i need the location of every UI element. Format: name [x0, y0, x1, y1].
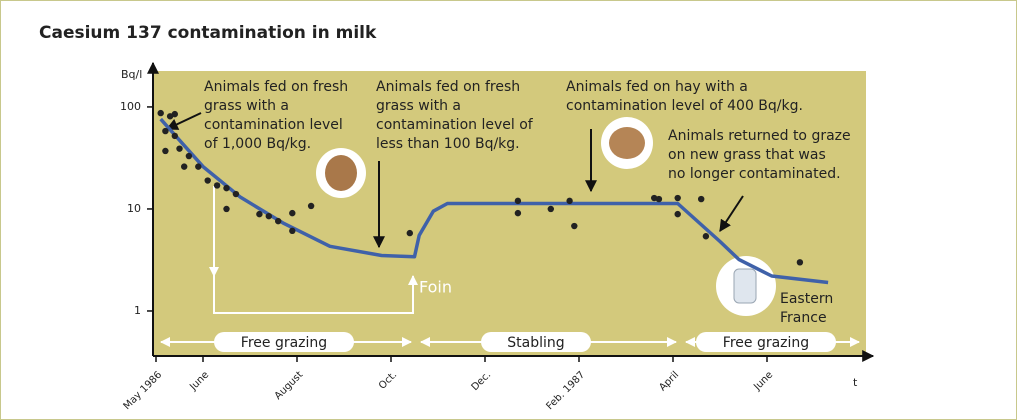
annotation: on new grass that was [668, 147, 826, 163]
data-point [308, 203, 314, 209]
annotation: less than 100 Bq/kg. [376, 136, 520, 152]
x-axis-label: t [853, 376, 858, 389]
annotation: France [780, 310, 827, 326]
annotation: grass with a [376, 98, 461, 114]
x-tick-label: June [187, 369, 211, 393]
chart: Caesium 137 contamination in milk Bq/l t… [1, 1, 1016, 419]
data-point [172, 111, 178, 117]
chart-title: Caesium 137 contamination in milk [39, 23, 377, 43]
y-axis-label: Bq/l [121, 68, 142, 81]
data-point [797, 259, 803, 265]
data-point [289, 210, 295, 216]
data-point [214, 182, 220, 188]
y-tick-label: 10 [127, 202, 141, 215]
data-point [205, 177, 211, 183]
period-label: Free grazing [241, 335, 327, 351]
data-point [223, 206, 229, 212]
data-point [407, 230, 413, 236]
data-point [571, 223, 577, 229]
x-tick-label: Dec. [470, 369, 494, 393]
annotation: contamination level of 400 Bq/kg. [566, 98, 803, 114]
annotation: Eastern [780, 291, 833, 307]
data-point [186, 153, 192, 159]
period-label: Stabling [507, 335, 564, 351]
x-tick-label: August [273, 369, 306, 402]
x-tick-label: April [657, 369, 681, 393]
annotation: grass with a [204, 98, 289, 114]
data-point [566, 198, 572, 204]
data-point [703, 233, 709, 239]
x-tick-label: May 1986 [122, 369, 165, 412]
data-point [233, 191, 239, 197]
annotation: contamination level [204, 117, 343, 133]
annotation: Animals fed on fresh [376, 79, 520, 95]
annotation: no longer contaminated. [668, 166, 841, 182]
data-point [548, 206, 554, 212]
data-point [675, 211, 681, 217]
annotation: of 1,000 Bq/kg. [204, 136, 311, 152]
data-point [181, 163, 187, 169]
x-tick-label: Oct. [377, 369, 399, 391]
data-point [162, 128, 168, 134]
data-point [172, 133, 178, 139]
data-point [176, 145, 182, 151]
data-point [515, 198, 521, 204]
y-tick-label: 100 [120, 100, 141, 113]
period-label: Free grazing [723, 335, 809, 351]
x-tick-label: June [751, 369, 775, 393]
data-point [515, 210, 521, 216]
annotation: Foin [419, 278, 452, 297]
y-tick-label: 1 [134, 304, 141, 317]
data-point [195, 163, 201, 169]
data-point [656, 196, 662, 202]
data-point [289, 228, 295, 234]
data-point [698, 196, 704, 202]
annotation: contamination level of [376, 117, 534, 133]
data-point [223, 185, 229, 191]
frame: Caesium 137 contamination in milk Bq/l t… [0, 0, 1017, 420]
data-point [158, 110, 164, 116]
data-point [275, 218, 281, 224]
annotation: Animals fed on fresh [204, 79, 348, 95]
annotation: Animals fed on hay with a [566, 79, 748, 95]
x-tick-label: Feb. 1987 [544, 369, 587, 412]
data-point [256, 211, 262, 217]
data-point [675, 195, 681, 201]
data-point [162, 148, 168, 154]
data-point [266, 213, 272, 219]
annotation: Animals returned to graze [668, 128, 851, 144]
